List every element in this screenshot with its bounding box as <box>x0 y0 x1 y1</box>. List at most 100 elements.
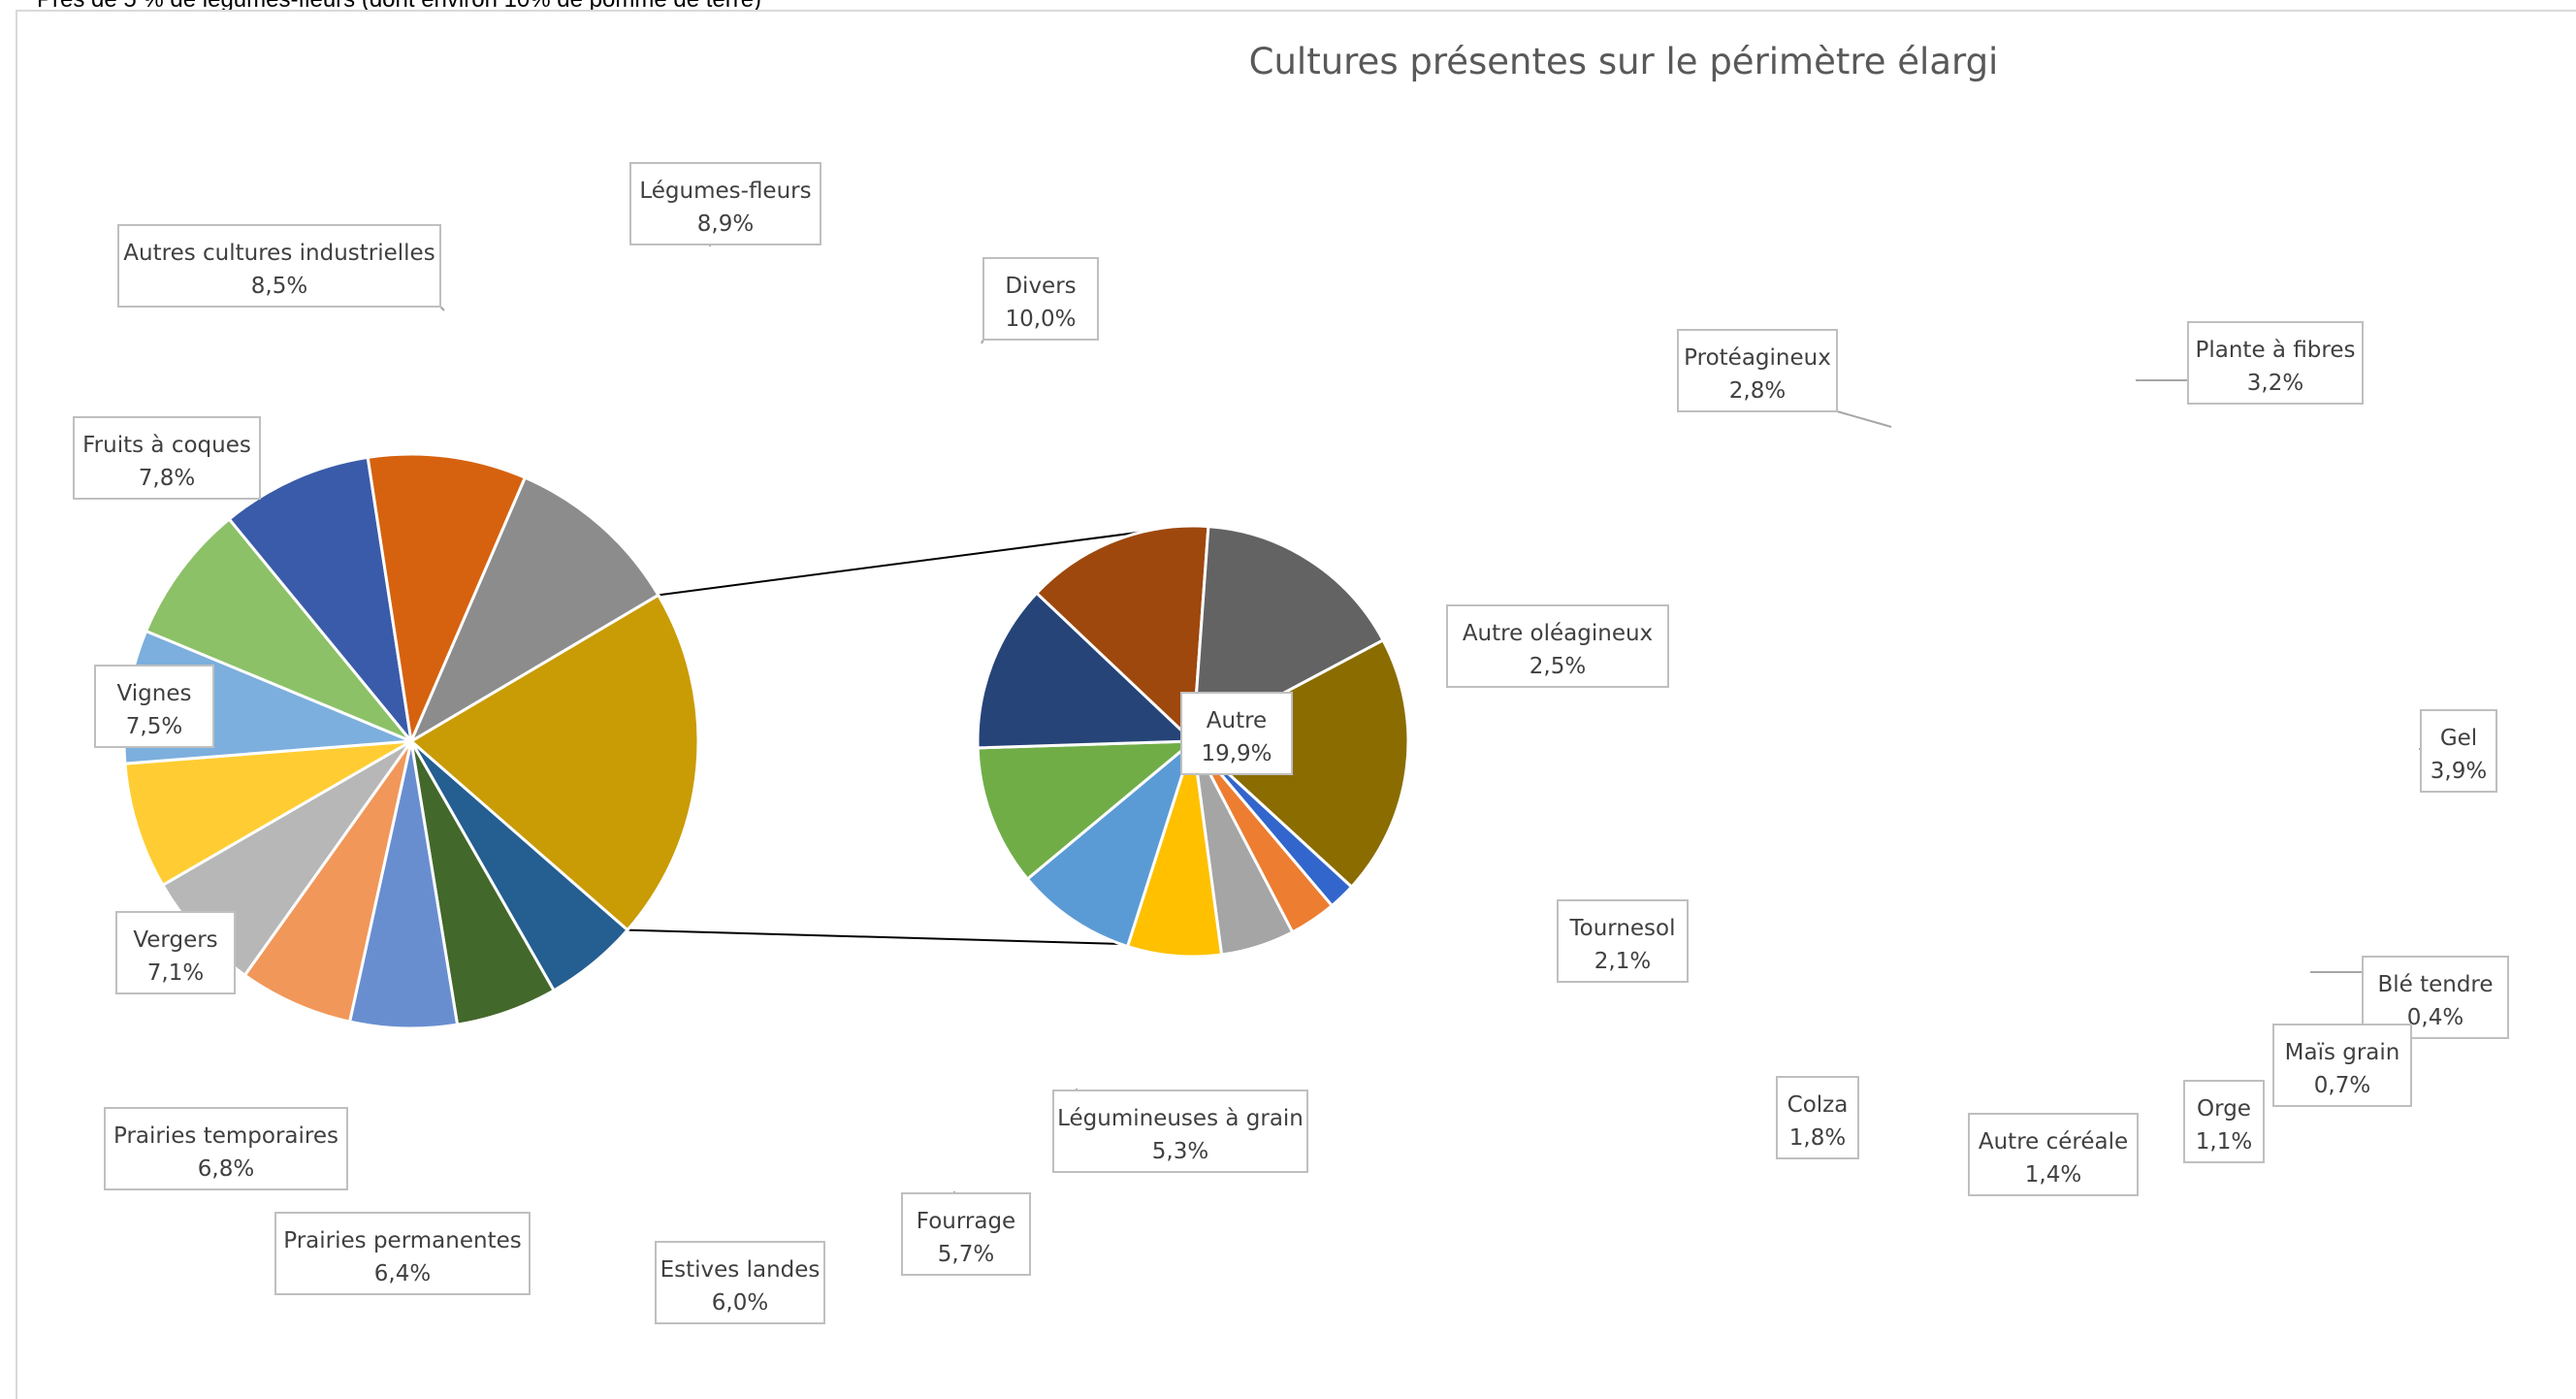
main-label-value-divers: 10,0% <box>1005 307 1076 332</box>
secondary-label-box-mais-grain <box>2272 1024 2412 1107</box>
main-label-autres-cultures-industrielles: Autres cultures industrielles 8,5% <box>117 224 445 311</box>
main-slice-divers <box>407 475 660 745</box>
secondary-label-autre-oleagineux: Autre oléagineux 2,5% <box>1446 604 1669 688</box>
main-slice-vergers <box>123 739 412 888</box>
secondary-label-name-tournesol: Tournesol <box>1568 916 1675 941</box>
secondary-label-gel: Gel 3,9% <box>2419 709 2497 793</box>
connector-lines <box>627 525 1190 946</box>
secondary-label-box-tournesol <box>1557 899 1689 983</box>
main-label-name-autre: Autre <box>1207 708 1267 733</box>
secondary-label-name-mais-grain: Maïs grain <box>2285 1040 2400 1065</box>
main-label-prairies-temporaires: Prairies temporaires 6,8% <box>104 1107 348 1190</box>
secondary-label-name-autre-oleagineux: Autre oléagineux <box>1463 621 1653 646</box>
main-label-divers: Divers 10,0% <box>981 257 1099 344</box>
secondary-label-plante-a-fibres: Plante à fibres 3,2% <box>2136 321 2364 405</box>
main-label-name-vignes: Vignes <box>117 681 192 706</box>
secondary-label-name-plante-a-fibres: Plante à fibres <box>2196 338 2356 363</box>
secondary-label-value-orge: 1,1% <box>2196 1129 2252 1155</box>
main-label-value-fruits-a-coques: 7,8% <box>139 466 195 491</box>
secondary-label-box-proteagineux <box>1677 329 1838 412</box>
top-note: Près de 5 % de légumes-fleurs (dont envi… <box>37 0 761 14</box>
secondary-slice-autre-oleagineux <box>976 591 1197 750</box>
secondary-label-box-orge <box>2183 1080 2265 1163</box>
main-label-value-autre: 19,9% <box>1201 741 1272 766</box>
main-label-box-fourrage <box>901 1192 1031 1276</box>
secondary-label-orge: Orge 1,1% <box>2183 1080 2265 1163</box>
main-label-legumes-fleurs: Légumes-fleurs 8,9% <box>629 162 821 246</box>
main-slice-autre <box>408 593 700 932</box>
main-label-box-legumes-fleurs <box>629 162 821 245</box>
secondary-label-value-autre-oleagineux: 2,5% <box>1530 654 1586 679</box>
main-label-value-prairies-temporaires: 6,8% <box>198 1156 254 1182</box>
main-label-value-estives-landes: 6,0% <box>712 1290 768 1316</box>
main-label-prairies-permanentes: Prairies permanentes 6,4% <box>274 1212 531 1295</box>
data-labels: Autre 19,9% Légumineuses à grain 5,3% Fourra… <box>73 162 2509 1324</box>
secondary-label-box-colza <box>1776 1076 1859 1159</box>
main-label-box-autres-cultures-industrielles <box>117 224 441 308</box>
secondary-label-tournesol: Tournesol 2,1% <box>1557 899 1689 983</box>
main-label-value-vergers: 7,1% <box>147 960 204 986</box>
secondary-label-box-autre-cereale <box>1968 1113 2139 1196</box>
secondary-slice-proteagineux <box>1034 524 1210 745</box>
secondary-label-value-colza: 1,8% <box>1789 1125 1846 1151</box>
secondary-label-value-autre-cereale: 1,4% <box>2025 1162 2081 1188</box>
main-label-value-legumes-fleurs: 8,9% <box>697 211 754 237</box>
main-label-fourrage: Fourrage 5,7% <box>901 1191 1031 1276</box>
connector-line-bottom <box>627 928 1159 946</box>
main-label-name-fourrage: Fourrage <box>917 1209 1015 1234</box>
secondary-label-name-autre-cereale: Autre céréale <box>1979 1129 2128 1155</box>
main-label-box-autre <box>1180 692 1293 775</box>
main-label-name-prairies-permanentes: Prairies permanentes <box>283 1228 521 1253</box>
main-label-box-prairies-temporaires <box>104 1107 348 1190</box>
main-label-value-fourrage: 5,7% <box>938 1242 994 1267</box>
main-label-value-legumineuses-a-grain: 5,3% <box>1152 1139 1208 1164</box>
main-label-name-estives-landes: Estives landes <box>660 1257 821 1283</box>
main-label-name-prairies-temporaires: Prairies temporaires <box>113 1123 338 1149</box>
main-slice-autres-cultures-industrielles <box>227 455 414 747</box>
secondary-label-box-plante-a-fibres <box>2187 321 2364 405</box>
secondary-slice-tournesol <box>976 739 1198 882</box>
main-label-vergers: Vergers 7,1% <box>115 911 236 994</box>
main-label-autre: Autre 19,9% <box>1180 692 1293 775</box>
main-pie <box>122 452 700 1030</box>
secondary-label-colza: Colza 1,8% <box>1776 1076 1859 1159</box>
main-label-box-vergers <box>115 911 236 994</box>
main-label-box-divers <box>982 257 1099 341</box>
secondary-leader-proteagineux <box>1836 410 1892 428</box>
secondary-label-value-mais-grain: 0,7% <box>2314 1073 2370 1098</box>
main-slice-legumes-fleurs <box>366 452 528 747</box>
secondary-label-value-plante-a-fibres: 3,2% <box>2247 371 2303 396</box>
main-label-value-prairies-permanentes: 6,4% <box>374 1261 431 1286</box>
main-label-name-legumes-fleurs: Légumes-fleurs <box>639 179 811 204</box>
secondary-label-box-gel <box>2420 709 2497 793</box>
secondary-label-name-colza: Colza <box>1787 1092 1849 1118</box>
main-label-value-vignes: 7,5% <box>126 714 182 739</box>
chart-title: Cultures présentes sur le périmètre élar… <box>1249 41 1999 82</box>
secondary-label-name-gel: Gel <box>2440 726 2477 751</box>
secondary-label-value-ble-tendre: 0,4% <box>2407 1005 2463 1030</box>
main-label-name-fruits-a-coques: Fruits à coques <box>82 433 251 458</box>
secondary-label-mais-grain: Maïs grain 0,7% <box>2272 1024 2412 1107</box>
main-label-name-legumineuses-a-grain: Légumineuses à grain <box>1057 1106 1304 1131</box>
main-label-box-vignes <box>94 665 214 748</box>
secondary-label-name-proteagineux: Protéagineux <box>1684 345 1831 371</box>
main-label-name-vergers: Vergers <box>133 927 217 953</box>
secondary-slice-plante-a-fibres <box>1191 524 1386 744</box>
secondary-label-box-autre-oleagineux <box>1446 604 1669 688</box>
main-label-box-fruits-a-coques <box>73 416 261 500</box>
pie-of-pie-chart: Cultures présentes sur le périmètre élar… <box>73 41 2509 1324</box>
secondary-label-autre-cereale: Autre céréale 1,4% <box>1968 1113 2139 1196</box>
main-label-box-legumineuses-a-grain <box>1052 1090 1308 1173</box>
main-label-vignes: Vignes 7,5% <box>94 665 214 748</box>
secondary-label-value-gel: 3,9% <box>2431 759 2487 784</box>
main-label-name-autres-cultures-industrielles: Autres cultures industrielles <box>123 241 435 266</box>
main-label-value-autres-cultures-industrielles: 8,5% <box>251 274 307 299</box>
main-slice-fruits-a-coques <box>144 516 413 743</box>
secondary-label-value-proteagineux: 2,8% <box>1729 378 1786 404</box>
secondary-slice-gel <box>1190 637 1410 890</box>
connector-line-top <box>658 525 1190 597</box>
chart-area: Cultures présentes sur le périmètre élar… <box>16 10 2576 1399</box>
main-label-estives-landes: Estives landes 6,0% <box>655 1241 825 1324</box>
main-label-box-estives-landes <box>655 1241 825 1324</box>
main-label-fruits-a-coques: Fruits à coques 7,8% <box>73 416 261 500</box>
